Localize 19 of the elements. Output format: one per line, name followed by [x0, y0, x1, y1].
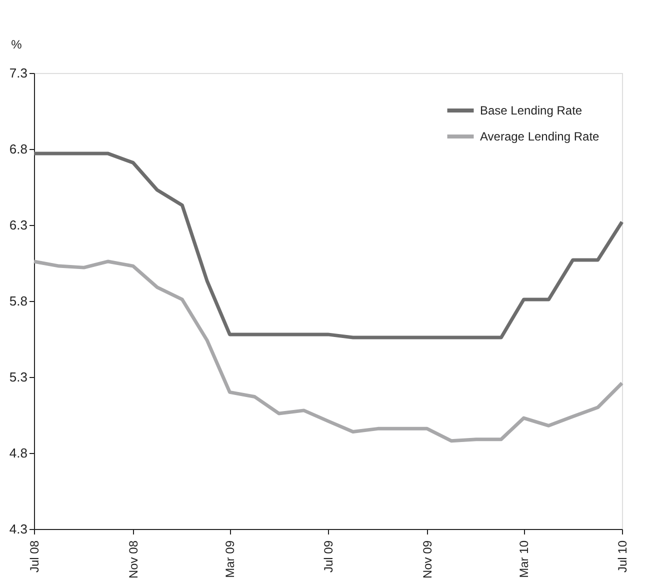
y-tick-label: 6.8 [9, 142, 28, 156]
y-tick-label: 5.3 [9, 370, 28, 384]
x-tick-label: Jul 10 [616, 540, 630, 573]
y-tick-label: 5.8 [9, 294, 28, 308]
y-axis-title: % [11, 38, 22, 52]
x-tick-label: Nov 09 [420, 540, 435, 579]
x-tick-label: Jul 09 [322, 540, 336, 573]
x-tick-label: Mar 10 [517, 540, 532, 578]
x-tick-label: Mar 09 [223, 540, 238, 578]
y-tick-label: 6.3 [9, 218, 28, 232]
y-tick-label: 7.3 [9, 66, 28, 80]
line-series [32, 260, 624, 443]
x-tick-label: Jul 08 [28, 540, 42, 573]
legend-label: Base Lending Rate [480, 104, 582, 118]
y-tick-label: 4.8 [9, 446, 28, 460]
line-series [32, 152, 624, 340]
legend-label: Average Lending Rate [480, 130, 600, 144]
y-tick-label: 4.3 [9, 522, 28, 536]
x-tick-label: Nov 08 [126, 540, 141, 579]
